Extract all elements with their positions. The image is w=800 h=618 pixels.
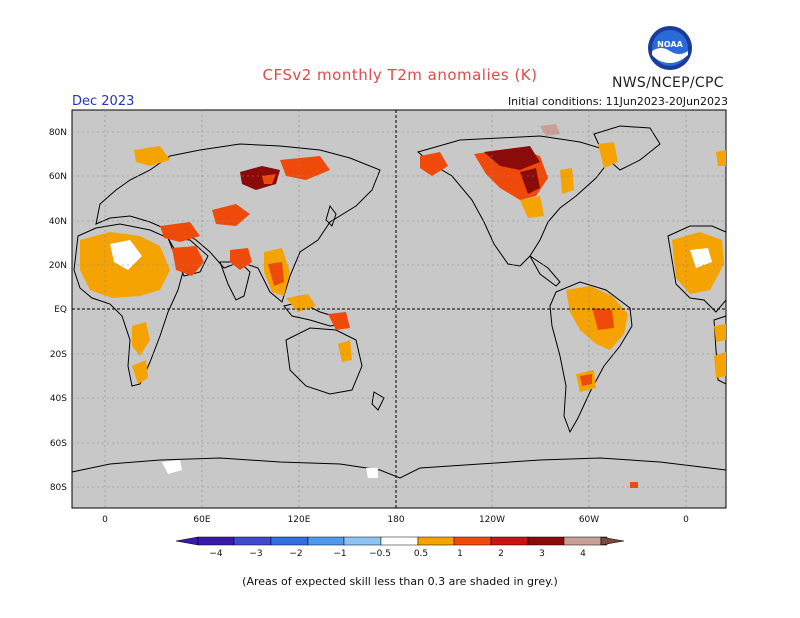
lat-label: 80S — [50, 483, 67, 493]
anomaly-patches — [80, 124, 726, 488]
colorbar-swatch — [453, 536, 492, 546]
lon-label: 60E — [193, 515, 210, 525]
colorbar-swatch — [270, 536, 309, 546]
colorbar-tick: 3 — [539, 549, 545, 559]
noaa-logo: NOAA — [648, 26, 692, 70]
colorbar-tick: 1 — [457, 549, 463, 559]
lat-label: 40S — [50, 394, 67, 404]
colorbar-swatch — [380, 536, 419, 546]
colorbar-swatch — [490, 536, 529, 546]
lon-labels: 0 60E 120E 180 120W 60W 0 — [102, 515, 689, 525]
lat-label: EQ — [54, 305, 67, 315]
lat-labels: 80N 60N 40N 20N EQ 20S 40S 60S 80S — [49, 128, 67, 493]
coastlines — [71, 125, 727, 479]
colorbar-swatch — [343, 536, 382, 546]
lon-label: 60W — [579, 515, 599, 525]
initial-conditions-label: Initial conditions: 11Jun2023-20Jun2023 — [507, 95, 728, 108]
lon-label: 180 — [387, 515, 404, 525]
skill-note: (Areas of expected skill less than 0.3 a… — [242, 575, 558, 588]
lat-label: 20N — [49, 261, 67, 271]
colorbar-swatch — [233, 536, 272, 546]
colorbar-tick: −0.5 — [369, 549, 391, 559]
noaa-logo-text: NOAA — [657, 40, 683, 49]
colorbar-tick: 4 — [580, 549, 586, 559]
colorbar-low-arrow — [175, 536, 199, 546]
lat-label: 60N — [49, 172, 67, 182]
colorbar-tick: 2 — [498, 549, 504, 559]
lon-label: 0 — [102, 515, 108, 525]
colorbar-tick: −3 — [249, 549, 262, 559]
colorbar-swatch — [563, 536, 602, 546]
map-title: CFSv2 monthly T2m anomalies (K) — [262, 66, 538, 84]
graticule — [72, 110, 726, 508]
colorbar-tick: 0.5 — [414, 549, 428, 559]
colorbar: −4 −3 −2 −1 −0.5 0.5 1 2 3 4 — [175, 536, 625, 559]
colorbar-high-arrow — [600, 536, 625, 546]
lat-label: 20S — [50, 350, 67, 360]
colorbar-swatch — [197, 536, 235, 546]
lat-label: 60S — [50, 439, 67, 449]
colorbar-tick: −2 — [289, 549, 302, 559]
lon-label: 120W — [479, 515, 505, 525]
agency-label: NWS/NCEP/CPC — [612, 75, 724, 91]
lon-label: 120E — [288, 515, 311, 525]
colorbar-swatch — [307, 536, 345, 546]
lat-label: 80N — [49, 128, 67, 138]
colorbar-tick: −4 — [209, 549, 223, 559]
valid-month-label: Dec 2023 — [72, 94, 135, 109]
colorbar-swatch — [527, 536, 565, 546]
colorbar-tick: −1 — [333, 549, 346, 559]
lon-label: 0 — [683, 515, 689, 525]
colorbar-swatch — [417, 536, 455, 546]
lat-label: 40N — [49, 217, 67, 227]
